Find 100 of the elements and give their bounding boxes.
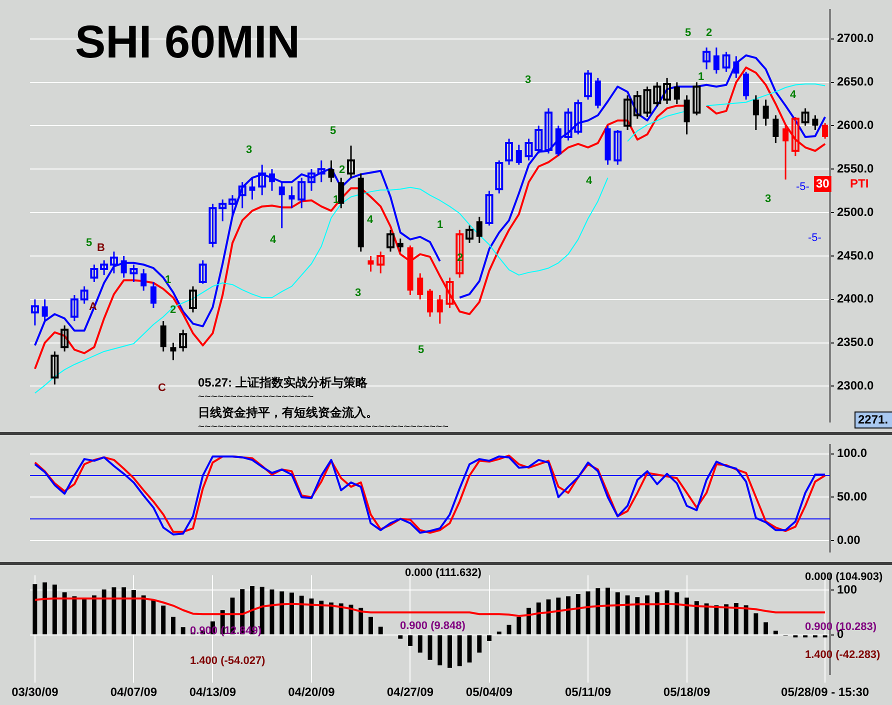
candlestick [584,69,592,100]
candlestick [801,108,810,126]
candlestick [228,194,236,218]
annotation: 1 [437,219,444,232]
annotation: 5 [685,27,692,40]
y-tick-label: 2650.0 [837,74,874,89]
y-tick-label: 100 [837,582,858,596]
bar [684,598,690,634]
annotation: ~~~~~~~~~~~~~~~~~~ [198,391,314,404]
annotation: 5 [330,125,336,138]
x-tick-label: 04/13/09 [189,685,236,700]
bar [448,635,452,668]
y-tick-label: 0.00 [837,532,861,547]
bar [615,592,620,634]
bar [734,602,738,634]
annotation: 0.900 (9.848) [400,620,466,632]
bar [526,608,531,634]
bar [131,590,136,634]
y-tick-label: 2350.0 [837,335,874,350]
candlestick [386,229,394,252]
annotation: ~~~~~~~~~~~~~~~~~~~~~~~~~~~~~~~~~~~~~~~ [198,421,449,434]
y-tick-label: 50.00 [837,490,868,504]
bar [625,595,630,634]
bar [122,587,126,634]
annotation: 3 [525,74,532,86]
candlestick [238,181,246,209]
annotation: 5 [418,344,424,356]
bar [714,605,719,634]
annotation: 2 [170,304,176,316]
candlestick [376,250,385,274]
annotation: 3 [765,193,772,206]
bar [358,608,364,634]
bar [744,605,748,634]
y-tick-label: 2300.0 [837,378,874,393]
bar [338,603,344,634]
bar [428,635,432,660]
candlestick [485,190,494,226]
candlestick [791,116,800,157]
candlestick [60,324,69,352]
bar [141,595,146,634]
bar [32,584,38,634]
y-tick-label: 2600.0 [837,118,874,132]
bar [754,613,758,634]
candlestick [30,298,39,326]
annotation: 1.400 (-42.283) [805,649,881,662]
chart-title: SHI 60MIN [75,16,300,68]
bar [606,588,610,634]
candlestick [624,94,632,131]
text: 2271. [858,412,888,426]
candlestick [100,260,108,276]
text: PTI [850,176,869,190]
y-tick-label: 2500.0 [837,204,874,219]
candlestick [218,198,227,222]
bar [398,635,403,639]
candlestick [722,51,730,73]
y-tick-label: 100.0 [837,446,868,460]
bar [438,635,442,666]
annotation: 1 [165,274,172,286]
candlestick [702,46,711,70]
candlestick [466,224,474,244]
candlestick [505,138,514,166]
bar [62,592,67,634]
bar [536,602,541,634]
annotation: 3 [355,287,362,300]
candlestick [208,203,217,248]
bar [280,591,284,634]
candlestick [663,77,672,105]
candlestick [70,294,78,322]
candlestick [179,329,188,352]
candlestick [495,160,504,194]
bar [764,622,768,634]
x-tick-label: 05/04/09 [466,685,513,700]
annotation: 3 [246,144,252,156]
candlestick [50,350,59,386]
bar [260,586,264,634]
bar [576,594,580,634]
bar [566,596,570,634]
annotation: 5 [86,237,92,250]
candlestick [80,286,88,304]
candlestick [110,250,118,274]
bar [635,597,640,634]
bar [368,616,373,634]
bar [477,635,482,653]
bar [42,582,48,634]
y-tick-label: 2400.0 [837,292,874,306]
bar [516,616,522,634]
bar [319,600,324,634]
bar [664,590,670,634]
candlestick [90,264,98,283]
x-tick-label: 04/27/09 [386,685,434,700]
bar [112,587,116,634]
bar [180,627,186,634]
bar [408,635,412,646]
candlestick [188,286,197,314]
bar [694,601,699,634]
bar [773,630,778,634]
bar [704,603,709,634]
bar [645,595,650,634]
bar [724,604,729,634]
candlestick [544,108,553,154]
